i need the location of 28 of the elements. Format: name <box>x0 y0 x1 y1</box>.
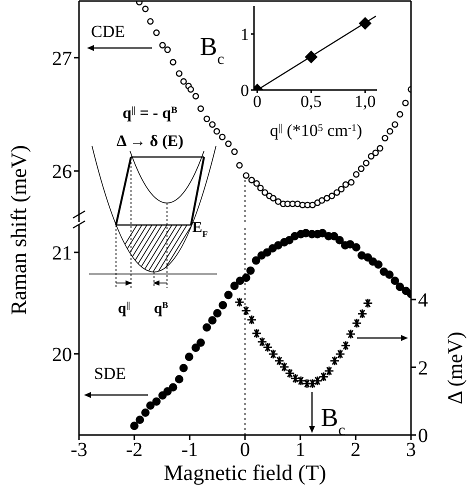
x-tick-label: -3 <box>70 439 88 462</box>
annotation: Δ → δ (E) <box>116 133 184 150</box>
series-label: CDE <box>91 22 125 41</box>
y2-axis-title: Δ (meV) <box>443 332 467 404</box>
annotation: q$^{B}$ <box>154 300 168 317</box>
y2-tick-label: 2 <box>418 357 428 380</box>
x-tick-label: -1 <box>181 439 198 462</box>
y-tick-label: 26 <box>52 161 72 184</box>
y-axis-title: Raman shift (meV) <box>6 145 31 315</box>
series-label: SDE <box>94 364 126 383</box>
y-tick-label: 21 <box>52 242 72 264</box>
y-tick-label: 20 <box>52 344 72 366</box>
x-tick-label: 0,5 <box>300 92 322 112</box>
y2-tick-label: 4 <box>418 290 428 312</box>
x-tick-label: 0 <box>252 92 262 112</box>
x-tick-label: -2 <box>126 439 143 462</box>
annotation: q$^{||}$ = - q$^{B}$ <box>122 104 178 122</box>
x-tick-label: 1,0 <box>354 92 376 112</box>
x-axis-title: q$^{||}$ (*10$^{5}$ cm$^{-1}$) <box>270 121 362 140</box>
y-tick-label: 27 <box>52 48 72 70</box>
y-axis-title: B$_{c}$ <box>200 32 224 68</box>
x-axis-title: Magnetic field (T) <box>164 460 326 485</box>
x-tick-label: 1 <box>295 439 306 462</box>
annotation: E$_{F}$ <box>192 220 208 239</box>
annotation: q$^{||}$ <box>118 300 130 317</box>
x-tick-label: 3 <box>406 439 416 462</box>
x-tick-label: 2 <box>350 439 361 462</box>
y2-tick-label: 0 <box>418 425 428 448</box>
